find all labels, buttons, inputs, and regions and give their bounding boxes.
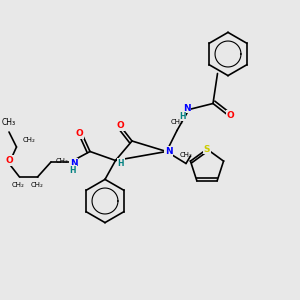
Text: H: H [70,166,76,175]
Text: CH₂: CH₂ [12,182,24,188]
Text: H: H [179,112,186,121]
Text: S: S [204,145,210,154]
Text: O: O [76,129,83,138]
Text: CH₂: CH₂ [56,158,68,164]
Text: O: O [5,156,13,165]
Text: CH₂: CH₂ [22,136,35,142]
Text: CH₂: CH₂ [171,119,183,125]
Text: O: O [226,111,234,120]
Text: O: O [116,122,124,130]
Text: N: N [70,159,77,168]
Text: CH₃: CH₃ [2,118,16,127]
Text: CH₂: CH₂ [31,182,44,188]
Text: CH₂: CH₂ [180,152,192,158]
Text: N: N [183,103,190,112]
Text: H: H [118,159,124,168]
Text: N: N [165,147,173,156]
